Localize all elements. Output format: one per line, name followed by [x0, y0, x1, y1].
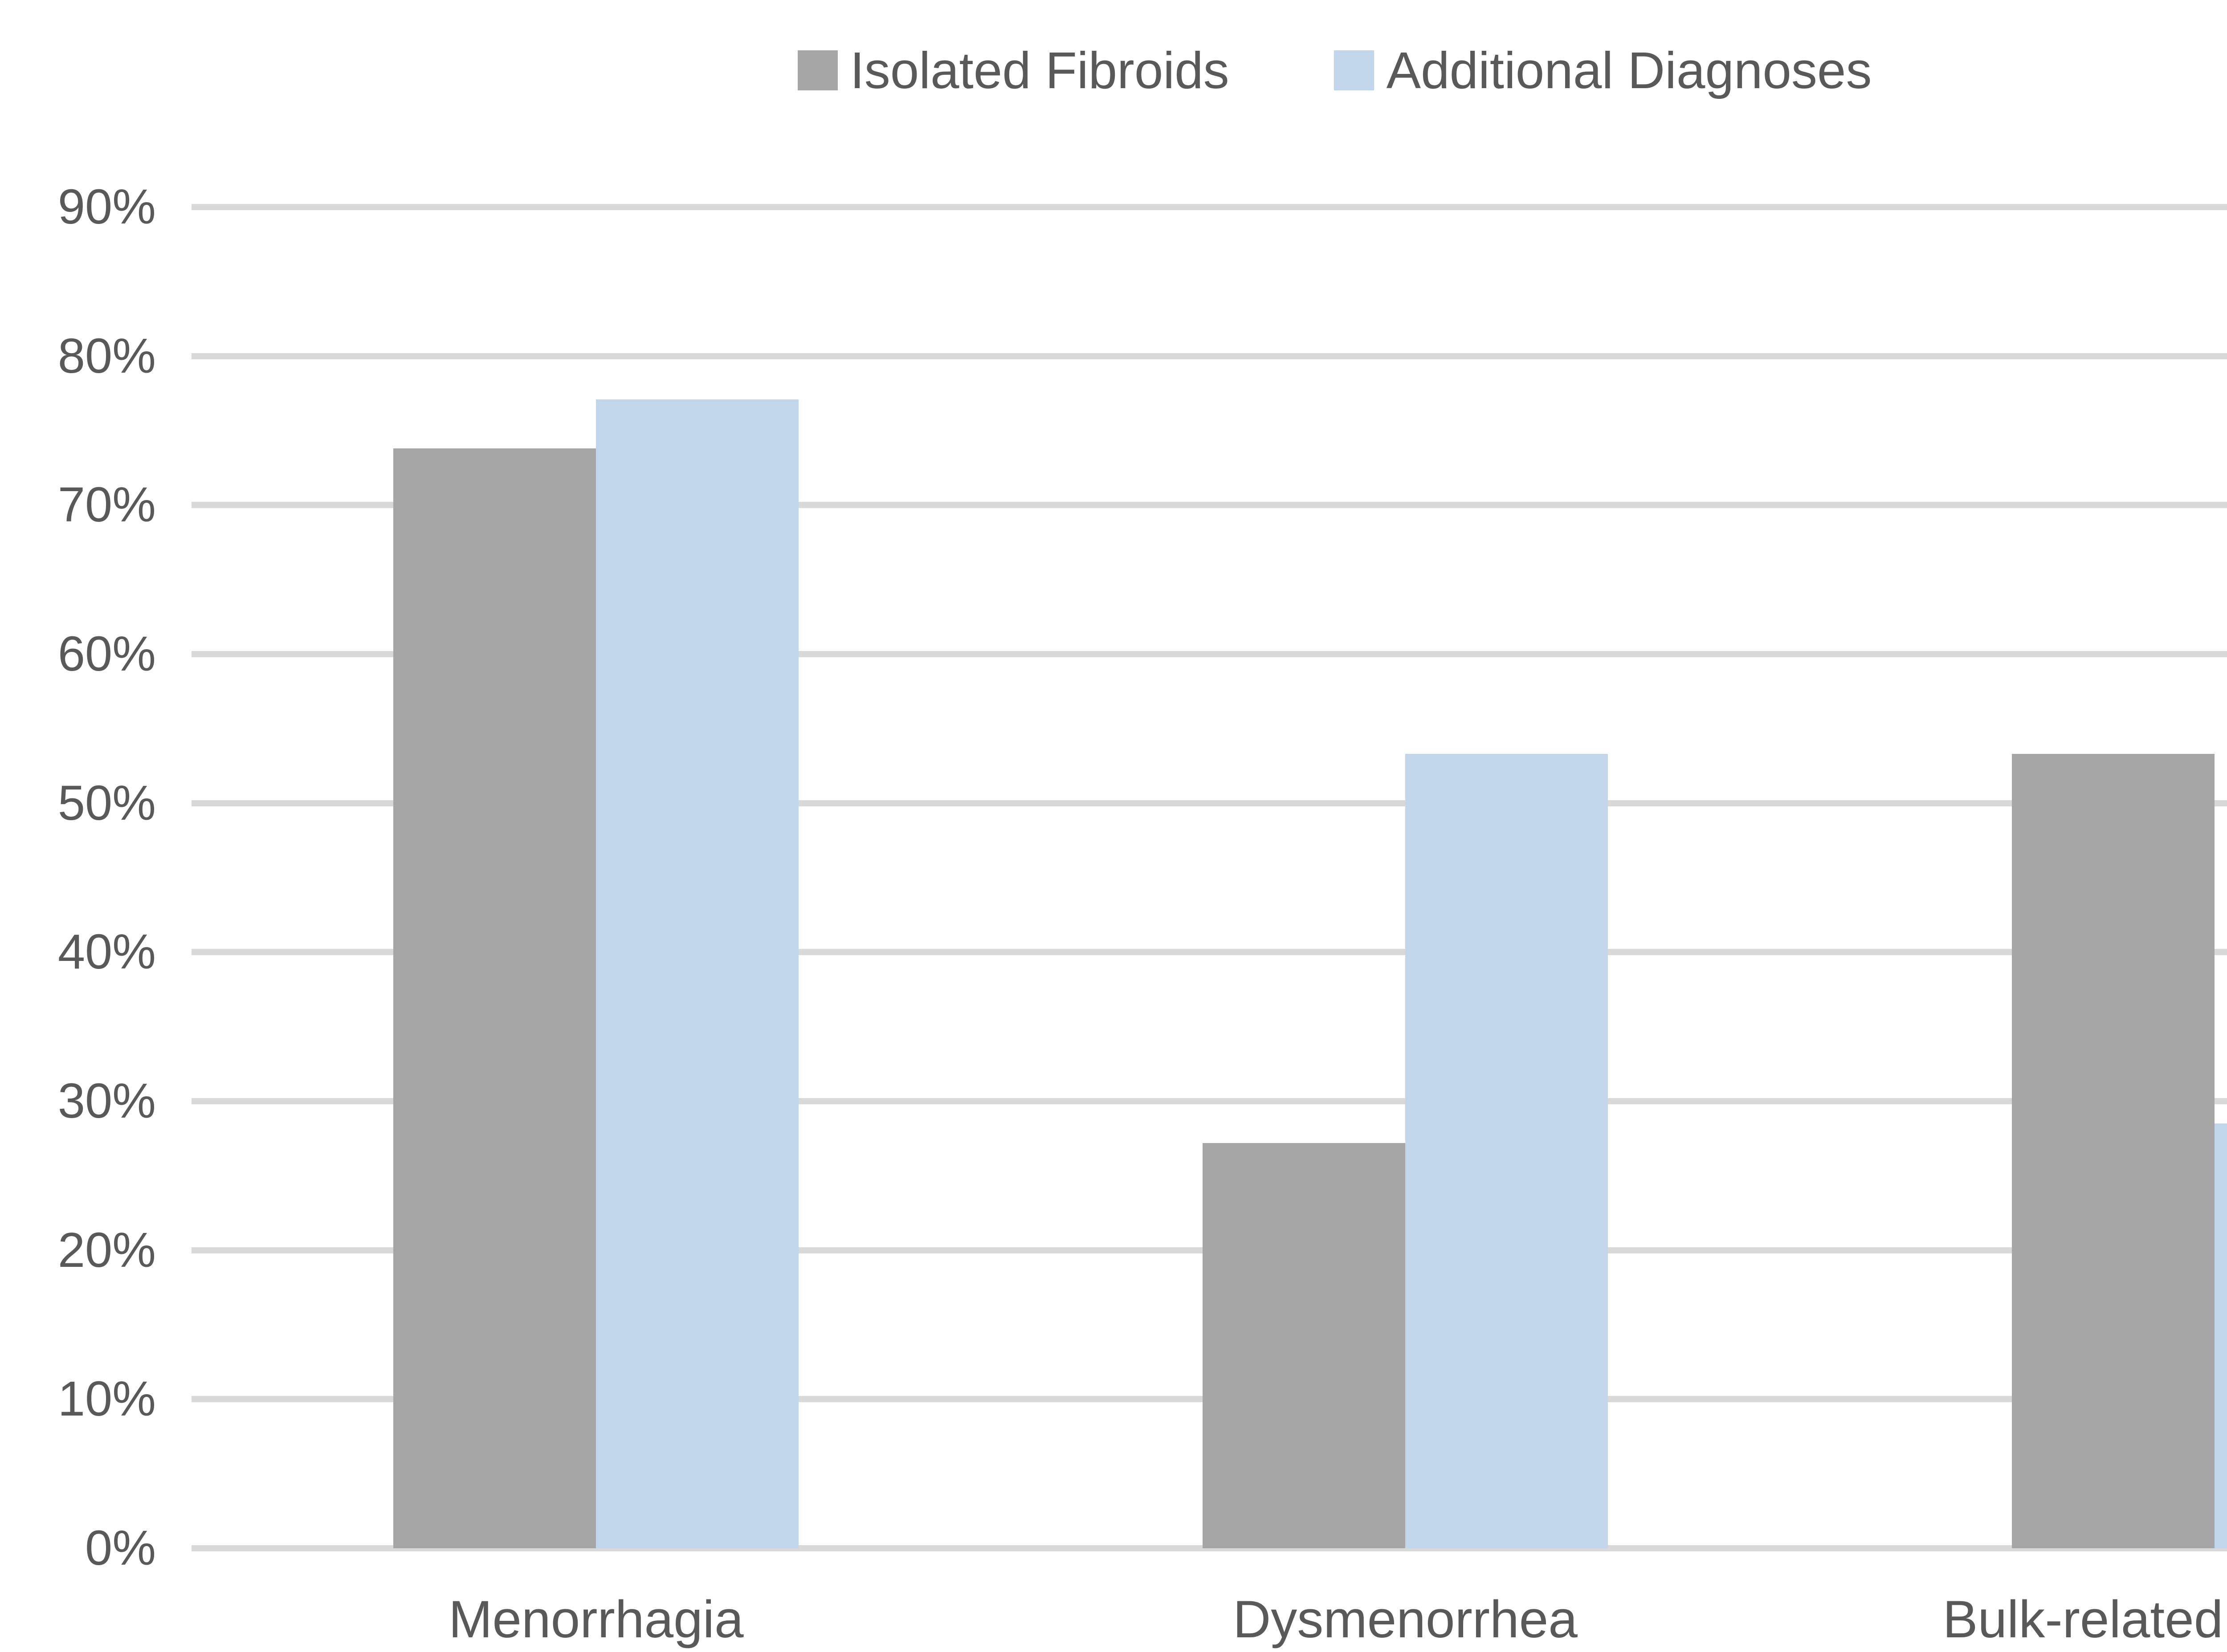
- y-axis-tick-label-20%: 20%: [57, 1222, 156, 1278]
- x-axis-label-menorrhagia: Menorrhagia: [449, 1590, 744, 1649]
- y-axis-tick-label-80%: 80%: [57, 328, 156, 383]
- bar-isolated-fibroids-dysmenorrhea: [1203, 1143, 1405, 1548]
- legend-swatch-additional-diagnoses: [1334, 50, 1374, 90]
- legend-label-isolated-fibroids: Isolated Fibroids: [850, 41, 1229, 99]
- bar-group-menorrhagia: [192, 207, 1001, 1548]
- bar-slots: [192, 207, 2227, 1548]
- bar-additional-diagnoses-menorrhagia: [596, 399, 799, 1548]
- bar-group-dysmenorrhea: [1001, 207, 1810, 1548]
- legend-swatch-isolated-fibroids: [797, 50, 838, 90]
- chart-legend: Isolated Fibroids Additional Diagnoses: [0, 45, 2227, 96]
- gridline-90%: [192, 204, 2227, 210]
- y-axis-tick-label-40%: 40%: [57, 924, 156, 980]
- y-axis-tick-label-70%: 70%: [57, 477, 156, 533]
- y-axis-tick-label-10%: 10%: [57, 1371, 156, 1427]
- gridline-80%: [192, 353, 2227, 359]
- y-axis-tick-label-90%: 90%: [57, 179, 156, 234]
- bar-isolated-fibroids-menorrhagia: [393, 448, 596, 1548]
- x-axis-label-bulk-related-symptoms: Bulk-related Symptoms: [1942, 1590, 2227, 1649]
- legend-item-additional-diagnoses: Additional Diagnoses: [1334, 45, 1872, 96]
- x-axis: Menorrhagia Dysmenorrhea Bulk-related Sy…: [192, 1593, 2227, 1646]
- bar-additional-diagnoses-bulk-related-symptoms: [2214, 1123, 2227, 1548]
- bar-additional-diagnoses-dysmenorrhea: [1405, 754, 1608, 1548]
- x-axis-label-dysmenorrhea: Dysmenorrhea: [1233, 1590, 1578, 1649]
- bar-isolated-fibroids-bulk-related-symptoms: [2011, 754, 2215, 1548]
- plot-area: [192, 204, 2227, 1551]
- y-axis-tick-label-30%: 30%: [57, 1074, 156, 1128]
- y-axis-tick-label-50%: 50%: [57, 775, 156, 830]
- y-axis-tick-label-0%: 0%: [85, 1521, 156, 1575]
- legend-label-additional-diagnoses: Additional Diagnoses: [1386, 41, 1872, 99]
- legend-item-isolated-fibroids: Isolated Fibroids: [797, 41, 1229, 99]
- y-axis: 90% 80% 70% 60% 50% 40% 30% 20% 10% 0%: [0, 183, 156, 1573]
- bar-group-bulk-related-symptoms: [1810, 207, 2227, 1548]
- y-axis-tick-label-60%: 60%: [57, 627, 156, 681]
